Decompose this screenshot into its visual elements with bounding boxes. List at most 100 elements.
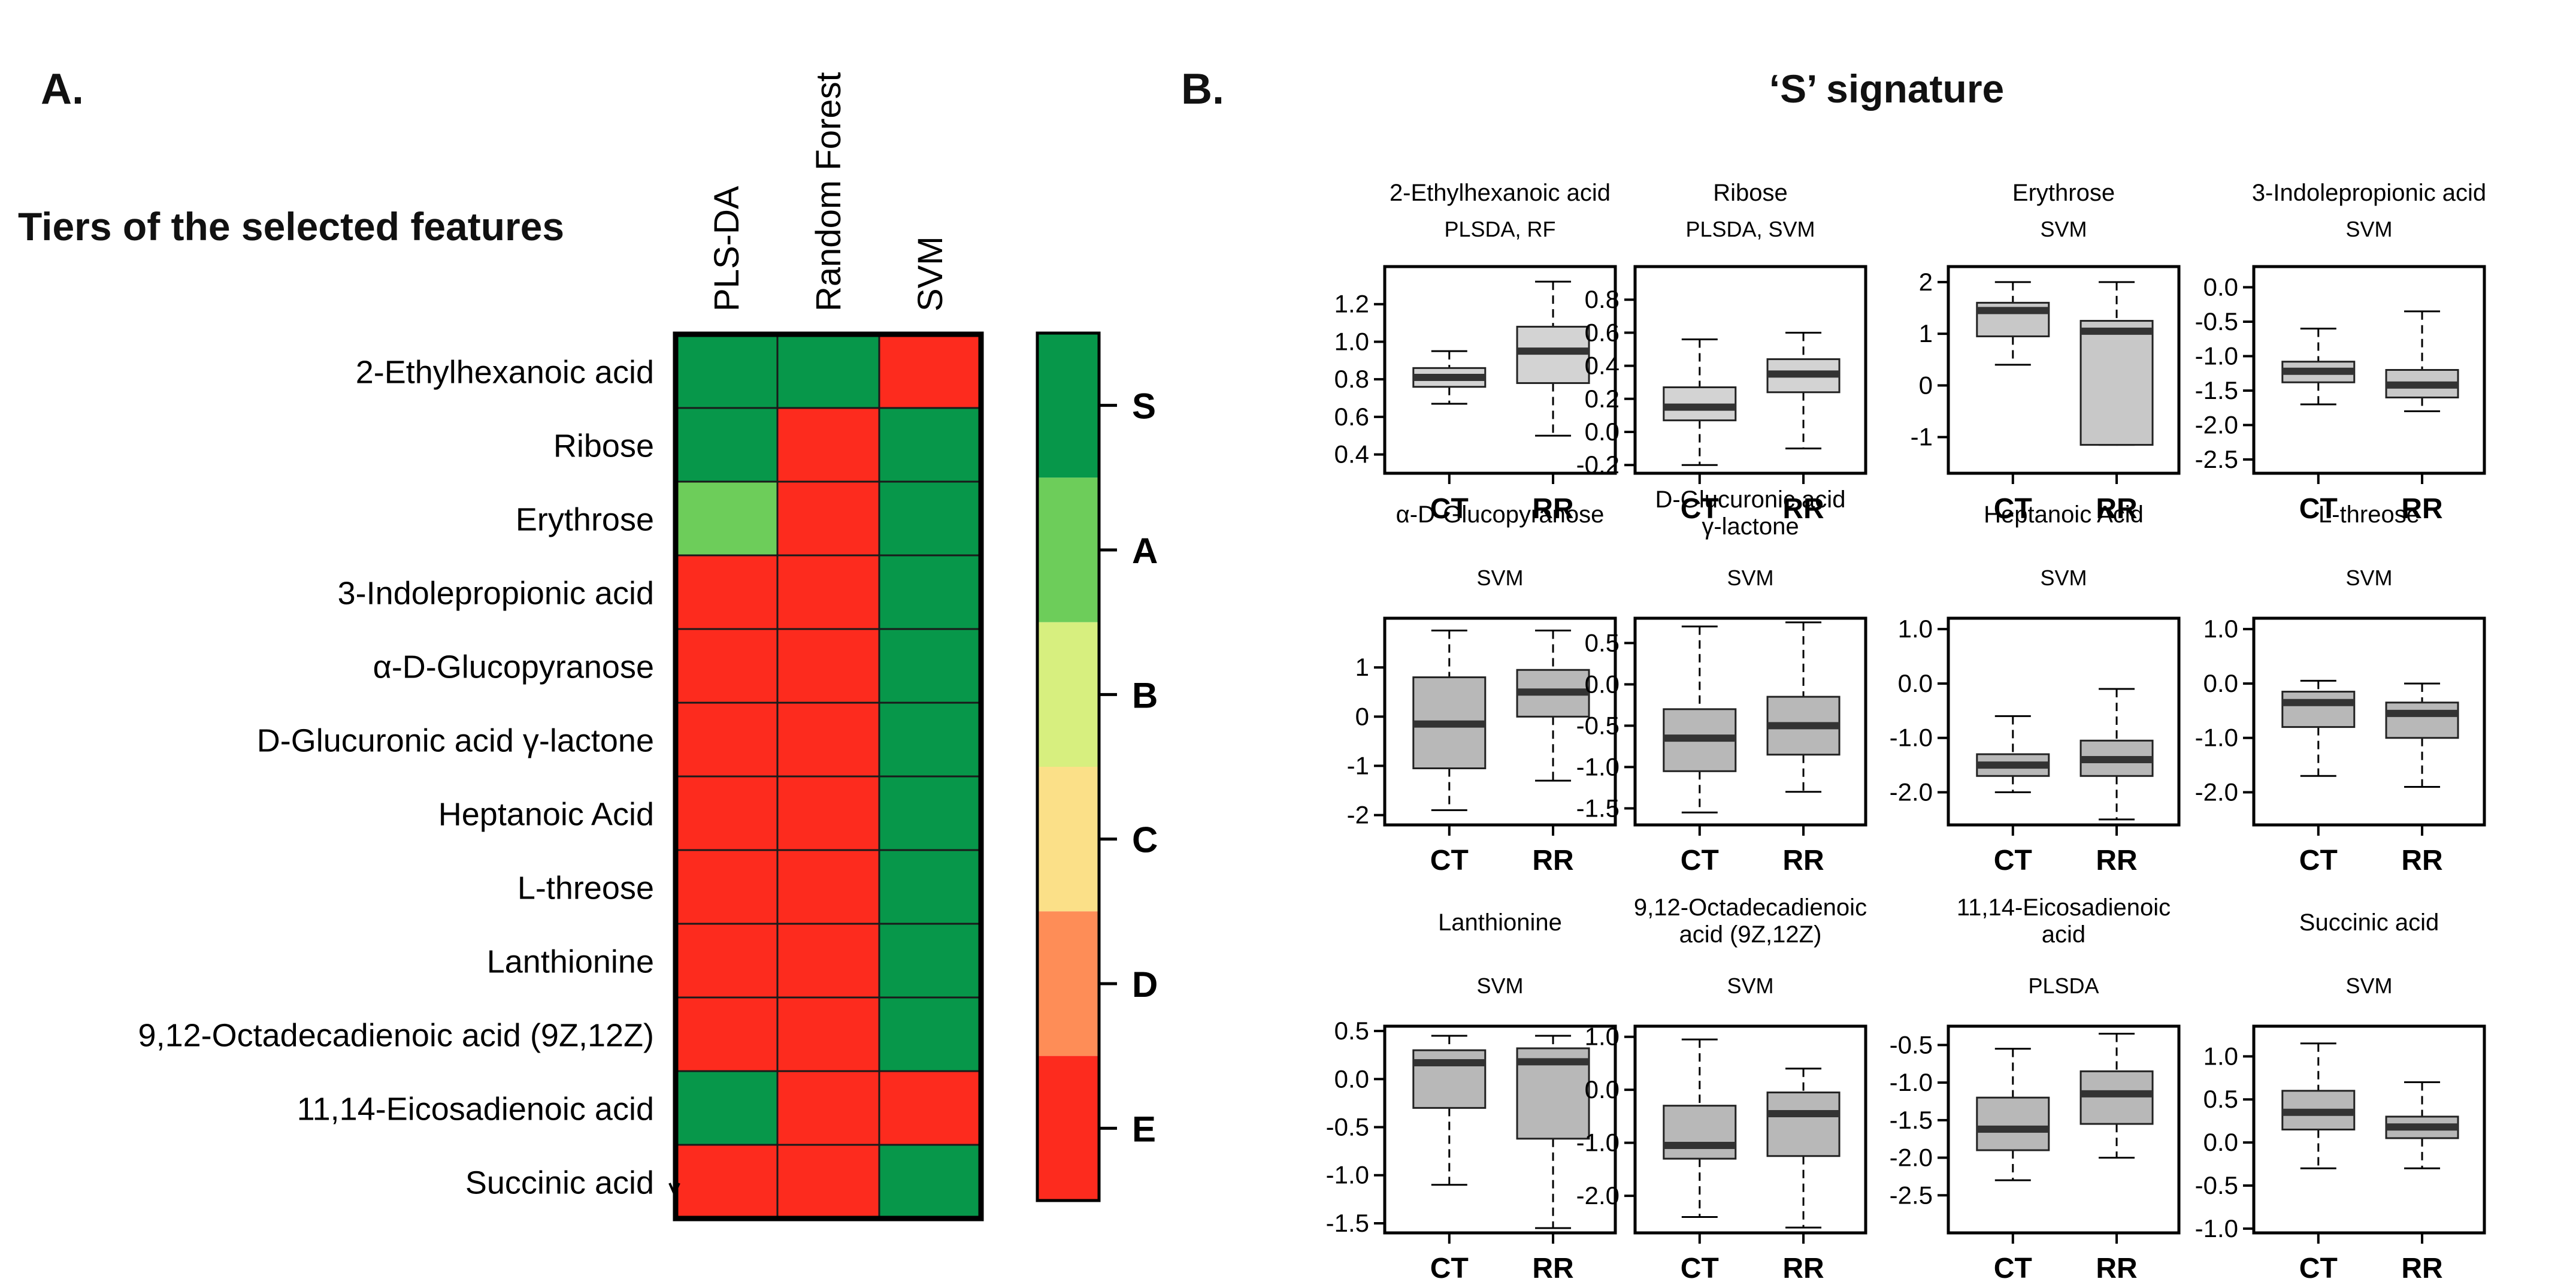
x-tick-label: RR xyxy=(2096,1253,2137,1284)
panel-b-label: B. xyxy=(1181,65,1224,113)
plot-frame xyxy=(1383,616,1617,827)
legend-swatch xyxy=(1037,477,1099,622)
y-tick-label: 1.0 xyxy=(1334,327,1369,355)
heatmap-cell xyxy=(776,407,880,483)
heatmap-cell xyxy=(674,480,779,557)
boxplot-title: L-threose xyxy=(2318,501,2420,528)
y-tick-label: -0.5 xyxy=(2195,1171,2238,1199)
heatmap-cell xyxy=(776,996,880,1072)
y-tick-label: 0.6 xyxy=(1585,318,1620,346)
y-tick-label: -1.5 xyxy=(2195,376,2238,404)
x-tick-label: RR xyxy=(1782,493,1824,525)
heatmap-cell xyxy=(776,775,880,851)
y-tick-label: 0.5 xyxy=(1334,1017,1369,1045)
method-label: PLS-DA xyxy=(707,186,746,312)
x-tick-label: CT xyxy=(1681,1253,1719,1284)
y-tick-label: 0.0 xyxy=(2203,1128,2238,1156)
y-tick-label: -2.0 xyxy=(2195,778,2238,806)
boxplot-title: 2-Ethylhexanoic acid xyxy=(1390,180,1611,206)
plot-frame xyxy=(2252,616,2486,827)
heatmap-cell xyxy=(776,480,880,557)
x-tick-label: RR xyxy=(2096,845,2137,876)
boxplot-title: α-D-Glucopyranose xyxy=(1396,501,1605,528)
plot-frame xyxy=(1633,265,1867,475)
boxplot-title: D-Glucuronic acid xyxy=(1655,486,1846,513)
y-tick-label: -2.5 xyxy=(1890,1181,1933,1209)
y-tick-label: 0.0 xyxy=(2203,669,2238,697)
boxplot-title: 3-Indolepropionic acid xyxy=(2252,180,2486,206)
heatmap-cell xyxy=(776,702,880,778)
boxplot-title: Succinic acid xyxy=(2299,909,2439,936)
heatmap-cell xyxy=(878,1144,982,1220)
heatmap-cell xyxy=(674,775,779,851)
x-tick-label: CT xyxy=(2299,1253,2338,1284)
feature-label: 2-Ethylhexanoic acid xyxy=(356,355,654,391)
x-tick-label: RR xyxy=(2401,493,2442,525)
x-tick-label: CT xyxy=(1430,493,1469,525)
feature-label: 11,14-Eicosadienoic acid xyxy=(297,1092,654,1127)
box xyxy=(2281,691,2356,728)
y-tick-label: -2.5 xyxy=(2195,445,2238,473)
heatmap-cell xyxy=(674,702,779,778)
feature-label: L-threose xyxy=(517,870,654,906)
x-tick-label: RR xyxy=(1782,845,1824,876)
legend-label: C xyxy=(1132,820,1158,860)
y-tick-label: 0.2 xyxy=(1585,385,1620,413)
heatmap-cell xyxy=(674,1070,779,1146)
boxplot-title-line2: acid (9Z,12Z) xyxy=(1679,921,1822,948)
y-tick-label: -2.0 xyxy=(1890,1144,1933,1172)
box xyxy=(1663,1105,1737,1160)
x-tick-label: CT xyxy=(1681,845,1719,876)
x-tick-label: RR xyxy=(1532,1253,1573,1284)
heatmap-cell xyxy=(878,554,982,630)
boxplot-subtitle: SVM xyxy=(2345,566,2392,590)
plot-frame xyxy=(2252,1024,2486,1235)
s-signature-boxplots: 2-Ethylhexanoic acid PLSDA, RF 1.2 1.0 0.8 0.… xyxy=(1326,180,2487,1284)
heatmap-cell xyxy=(674,996,779,1072)
y-tick-label: 0.5 xyxy=(2203,1085,2238,1113)
y-tick-label: -0.5 xyxy=(1326,1112,1369,1141)
legend-swatch xyxy=(1037,767,1099,912)
x-tick-label: CT xyxy=(1994,1253,2032,1284)
y-tick-label: -1.0 xyxy=(2195,342,2238,370)
x-tick-label: RR xyxy=(2401,845,2442,876)
boxplot-title-line2: acid xyxy=(2042,921,2085,948)
y-tick-label: -1.0 xyxy=(1890,1068,1933,1096)
boxplot-subtitle: SVM xyxy=(1727,566,1773,590)
boxplot-title: 11,14-Eicosadienoic xyxy=(1957,894,2171,921)
heatmap-cell xyxy=(776,333,880,409)
y-tick-label: 0.0 xyxy=(1585,1075,1620,1103)
legend-label: E xyxy=(1132,1109,1156,1149)
feature-label: Succinic acid xyxy=(465,1165,654,1201)
panel-a-label: A. xyxy=(41,65,84,113)
heatmap-cell xyxy=(674,407,779,483)
y-tick-label: 1 xyxy=(1919,319,1933,347)
y-tick-label: 0.8 xyxy=(1585,285,1620,313)
heatmap-cell xyxy=(878,923,982,999)
boxplot-subtitle: PLSDA, RF xyxy=(1444,217,1555,241)
method-label: Random Forest xyxy=(809,72,848,312)
feature-label: Lanthionine xyxy=(487,944,654,980)
y-tick-label: -1.0 xyxy=(2195,1214,2238,1242)
method-label: SVM xyxy=(911,236,950,312)
heatmap-cell xyxy=(674,1144,779,1220)
y-tick-label: 0.6 xyxy=(1334,403,1369,431)
feature-label: 3-Indolepropionic acid xyxy=(338,576,654,612)
corner-arrow-icon xyxy=(668,1183,680,1197)
y-tick-label: -0.2 xyxy=(1576,450,1620,479)
y-tick-label: -2.0 xyxy=(1890,778,1933,806)
heatmap-cell xyxy=(674,333,779,409)
y-tick-label: -2.0 xyxy=(2195,411,2238,439)
y-tick-label: -0.5 xyxy=(1576,711,1620,739)
heatmap-cell xyxy=(674,628,779,704)
boxplot-subtitle: SVM xyxy=(2040,217,2087,241)
heatmap-cell xyxy=(878,333,982,409)
y-tick-label: 1.0 xyxy=(1898,615,1933,643)
legend-swatch xyxy=(1037,1056,1099,1201)
y-tick-label: 2 xyxy=(1919,268,1933,296)
legend-label: B xyxy=(1132,675,1158,715)
boxplot-title-line2: γ-lactone xyxy=(1702,513,1799,540)
heatmap-cell xyxy=(878,407,982,483)
x-tick-label: CT xyxy=(2299,845,2338,876)
heatmap-cell xyxy=(776,923,880,999)
